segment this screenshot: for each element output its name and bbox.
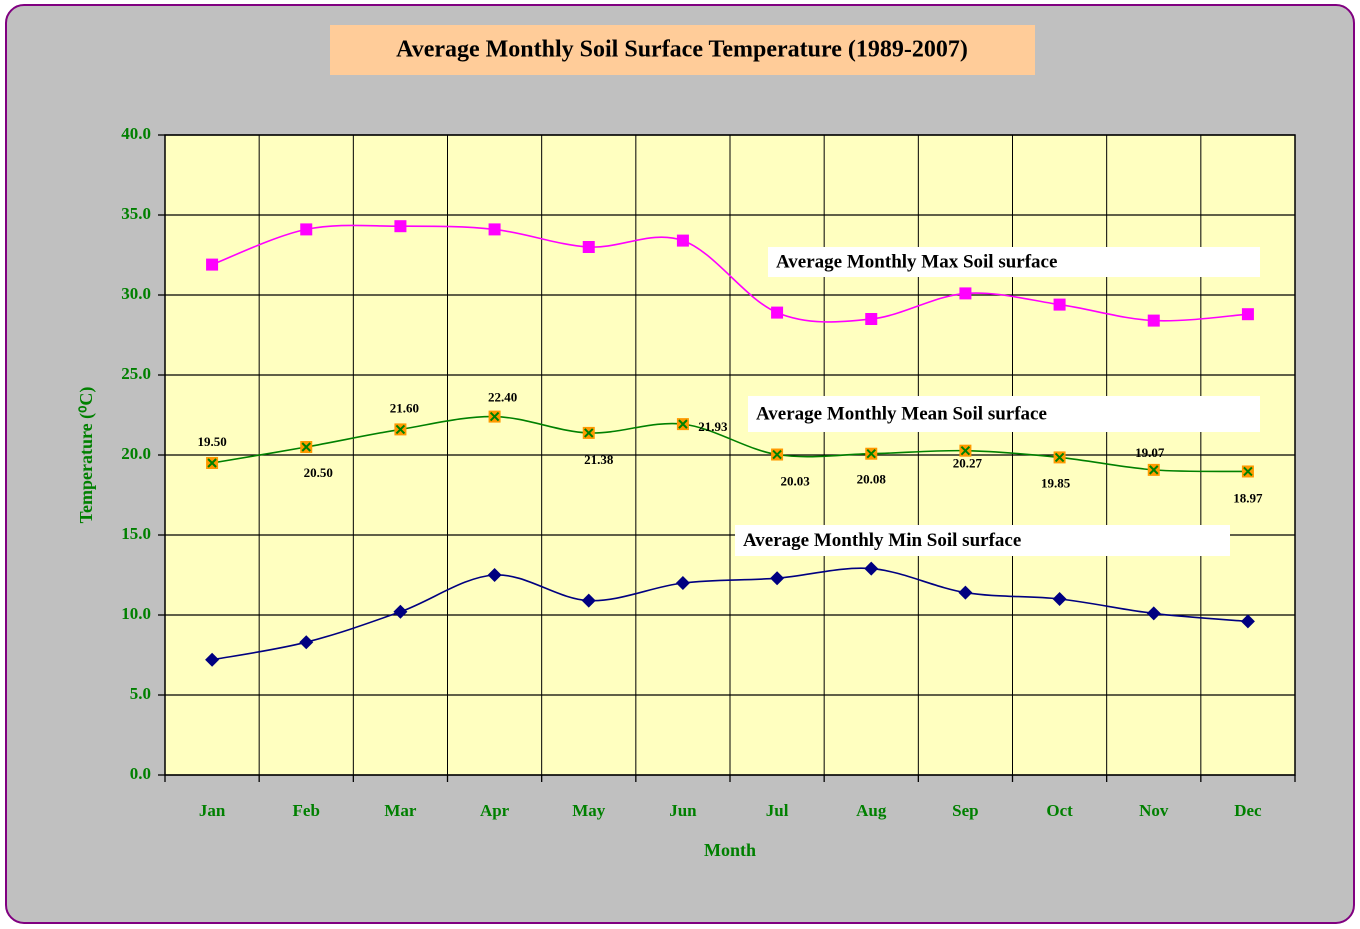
y-tick-label: 35.0 <box>121 204 151 223</box>
marker <box>771 448 784 461</box>
series-line <box>211 567 1248 661</box>
y-tick-label: 40.0 <box>121 124 151 143</box>
x-tick-label: Mar <box>384 801 417 820</box>
marker <box>206 457 219 469</box>
data-label: 21.38 <box>584 452 614 467</box>
marker <box>394 220 407 233</box>
marker-cross <box>207 458 217 468</box>
x-tick-label: Oct <box>1046 801 1073 820</box>
y-axis-label: Temperature (⁰C) <box>76 387 97 524</box>
marker-cross <box>584 428 594 438</box>
marker-cross <box>1054 452 1065 463</box>
x-tick-label: Aug <box>856 801 887 820</box>
data-label: 20.50 <box>304 465 333 480</box>
marker <box>959 287 972 300</box>
marker <box>865 313 878 325</box>
series-line <box>211 415 1248 473</box>
x-tick-label: Jun <box>669 801 697 820</box>
marker <box>865 447 878 460</box>
marker <box>1240 614 1255 629</box>
marker <box>1053 451 1066 464</box>
y-tick-label: 15.0 <box>121 524 151 543</box>
series-label-box <box>748 396 1260 432</box>
marker-cross <box>1149 465 1159 475</box>
marker-cross <box>489 411 500 422</box>
marker <box>676 418 689 431</box>
marker <box>300 441 313 453</box>
x-tick-label: May <box>572 801 606 820</box>
y-tick-label: 25.0 <box>121 364 151 383</box>
x-tick-label: Feb <box>293 801 320 820</box>
y-tick-label: 5.0 <box>130 684 151 703</box>
series-label-box <box>735 525 1230 556</box>
marker <box>488 410 501 423</box>
series-label-box <box>768 247 1260 277</box>
data-label: 21.60 <box>390 400 419 415</box>
marker <box>393 604 408 619</box>
marker <box>959 444 972 457</box>
x-tick-label: Dec <box>1234 801 1262 820</box>
data-label: 20.08 <box>857 472 887 487</box>
marker <box>300 223 313 236</box>
x-tick-label: Sep <box>952 801 978 820</box>
data-label: 20.27 <box>953 456 983 471</box>
data-label: 19.07 <box>1135 445 1165 460</box>
marker <box>864 561 879 576</box>
marker <box>1241 308 1254 321</box>
y-tick-label: 10.0 <box>121 604 151 623</box>
y-tick-label: 0.0 <box>130 764 151 783</box>
marker <box>770 571 785 586</box>
x-tick-label: Apr <box>480 801 510 820</box>
series-label: Average Monthly Max Soil surface <box>776 251 1057 272</box>
marker <box>676 234 689 247</box>
marker-cross <box>772 449 782 460</box>
data-label: 20.03 <box>780 474 810 489</box>
marker-cross <box>395 424 406 435</box>
series-label: Average Monthly Mean Soil surface <box>756 403 1047 424</box>
marker <box>299 635 314 650</box>
y-tick-label: 20.0 <box>121 444 151 463</box>
title-box <box>330 25 1035 75</box>
marker <box>958 585 973 600</box>
x-tick-label: Jan <box>199 801 226 820</box>
marker-cross <box>1243 466 1253 477</box>
marker <box>1241 465 1254 478</box>
marker <box>205 652 220 667</box>
marker-cross <box>866 449 876 459</box>
marker <box>675 576 690 590</box>
series-label: Average Monthly Min Soil surface <box>743 530 1021 551</box>
chart-title: Average Monthly Soil Surface Temperature… <box>396 37 968 63</box>
data-label: 21.93 <box>698 419 728 434</box>
marker <box>206 258 219 271</box>
data-label: 18.97 <box>1233 490 1263 505</box>
marker <box>394 423 407 436</box>
marker-cross <box>960 445 971 456</box>
marker <box>1147 463 1160 476</box>
marker <box>1146 606 1161 621</box>
x-axis-label: Month <box>704 840 756 860</box>
marker <box>488 223 501 236</box>
data-label: 19.50 <box>197 434 226 449</box>
data-label: 22.40 <box>488 390 517 405</box>
marker <box>771 306 784 319</box>
marker <box>582 241 595 253</box>
x-tick-label: Jul <box>766 801 789 820</box>
marker <box>1147 314 1160 327</box>
plot-border <box>164 134 1296 776</box>
marker <box>1053 298 1066 311</box>
marker <box>582 426 595 439</box>
marker <box>487 568 502 582</box>
marker-cross <box>678 419 688 429</box>
marker <box>1052 592 1067 606</box>
marker-cross <box>301 442 311 452</box>
data-label: 19.85 <box>1041 475 1071 490</box>
x-tick-label: Nov <box>1139 801 1169 820</box>
marker <box>581 593 596 608</box>
y-tick-label: 30.0 <box>121 284 151 303</box>
